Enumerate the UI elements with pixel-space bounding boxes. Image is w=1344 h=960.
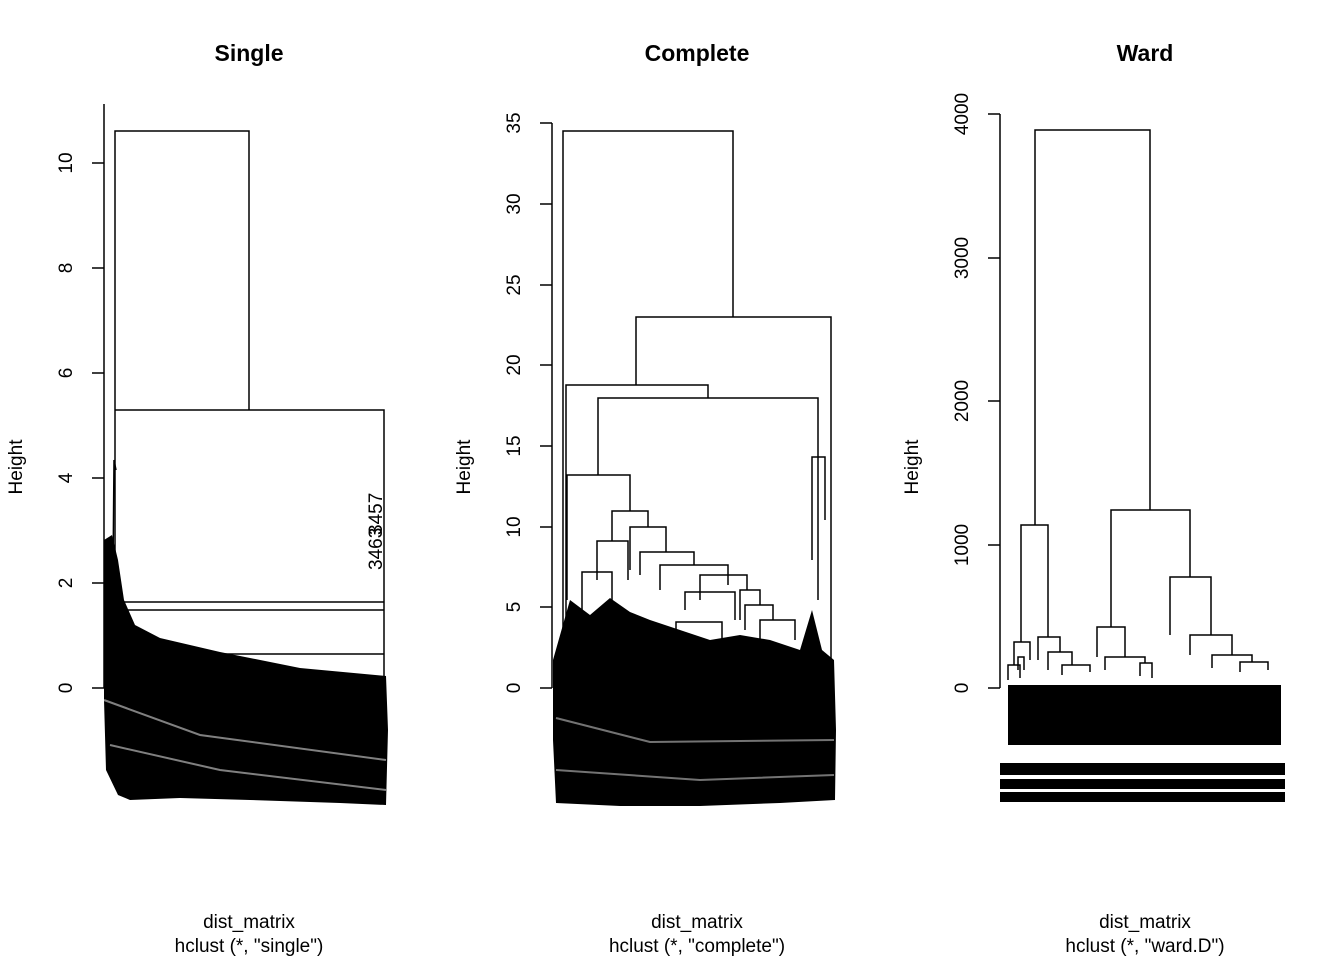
- panel-ward-ylabel: Height: [902, 439, 923, 495]
- complete-merge-12: [699, 574, 748, 600]
- ward-tick-label-3000: 3000: [952, 237, 973, 279]
- complete-merge-15: [744, 604, 774, 630]
- ward-merge-7: [1013, 641, 1031, 665]
- panel-complete-leaf-mass: [553, 598, 836, 806]
- ward-tick-label-4000: 4000: [952, 93, 973, 135]
- ward-leaf-label-row-1: [1000, 763, 1285, 775]
- complete-merge-18: [759, 619, 796, 650]
- single-tick-label-8: 8: [56, 263, 77, 274]
- panel-ward-xlabel: dist_matrix: [1099, 912, 1191, 933]
- ward-leaf-label-row-3: [1000, 792, 1285, 802]
- single-merge-2: [115, 409, 385, 688]
- panel-single-merges: [111, 130, 385, 689]
- complete-tick-label-35: 35: [504, 112, 525, 133]
- complete-root-merge: [562, 130, 734, 688]
- ward-merge-5: [1096, 626, 1126, 657]
- panel-ward-leaf-mass: [1000, 685, 1285, 802]
- single-leaf-label-3457: 3457: [366, 493, 387, 535]
- complete-tick-label-20: 20: [504, 354, 525, 375]
- panel-single-subtitle: hclust (*, "single"): [175, 936, 324, 957]
- ward-merge-8: [1037, 636, 1061, 660]
- complete-merge-3: [565, 384, 709, 688]
- panel-complete-y-ticks: 0 5 10 15 20 25 30 35: [504, 112, 552, 693]
- complete-merge-6: [566, 474, 631, 600]
- single-tick-label-2: 2: [56, 578, 77, 589]
- panel-ward-title: Ward: [1117, 40, 1174, 66]
- ward-leaf-block: [1008, 685, 1281, 745]
- single-tick-label-6: 6: [56, 368, 77, 379]
- ward-merge-4: [1169, 576, 1212, 635]
- complete-tick-label-15: 15: [504, 435, 525, 456]
- ward-merge-12: [1239, 661, 1269, 672]
- ward-merge-13: [1061, 664, 1091, 675]
- ward-merge-15: [1007, 664, 1021, 680]
- complete-leaf-blob: [553, 598, 836, 806]
- single-leaf-texture-1: [103, 699, 387, 761]
- panel-complete-merges: [562, 130, 832, 688]
- complete-tick-label-25: 25: [504, 274, 525, 295]
- single-tick-label-10: 10: [56, 152, 77, 173]
- complete-merge-10: [639, 551, 695, 575]
- ward-merge-11: [1211, 654, 1253, 668]
- single-tick-label-0: 0: [56, 683, 77, 694]
- complete-leaf-texture-2: [555, 769, 835, 782]
- panel-single-leaf-mass: [103, 535, 388, 805]
- panel-complete: Complete Height dist_matrix hclust (*, "…: [454, 40, 836, 957]
- ward-root-merge: [1034, 129, 1151, 525]
- panel-complete-subtitle: hclust (*, "complete"): [609, 936, 785, 957]
- complete-tick-label-30: 30: [504, 193, 525, 214]
- ward-merge-6: [1189, 634, 1233, 655]
- single-tick-label-4: 4: [56, 472, 77, 483]
- complete-merge-16: [581, 571, 613, 620]
- ward-merge-right: [1110, 509, 1191, 627]
- complete-leaf-texture-1: [555, 717, 835, 744]
- ward-tick-label-0: 0: [952, 683, 973, 694]
- complete-merge-7: [611, 510, 649, 541]
- panel-ward: Ward Height dist_matrix hclust (*, "ward…: [902, 40, 1285, 957]
- ward-merge-10: [1104, 656, 1146, 670]
- complete-merge-8: [629, 526, 667, 570]
- complete-merge-11: [659, 564, 729, 590]
- panel-complete-ylabel: Height: [454, 439, 475, 495]
- panel-single-ylabel: Height: [6, 439, 27, 495]
- panel-ward-y-ticks: 0 1000 2000 3000 4000: [952, 93, 1000, 693]
- single-leaf-texture-2: [109, 744, 387, 791]
- ward-merge-left: [1020, 524, 1049, 642]
- panel-single-title: Single: [214, 40, 283, 66]
- ward-tick-label-1000: 1000: [952, 524, 973, 566]
- complete-tick-label-5: 5: [504, 602, 525, 613]
- panel-ward-subtitle: hclust (*, "ward.D"): [1065, 936, 1224, 957]
- single-leaf-blob: [104, 535, 388, 805]
- complete-merge-14: [739, 589, 761, 620]
- complete-merge-9: [596, 540, 629, 580]
- ward-leaf-label-row-2: [1000, 779, 1285, 789]
- panel-complete-xlabel: dist_matrix: [651, 912, 743, 933]
- panel-single-y-ticks: 0 2 4 6 8 10: [56, 152, 104, 693]
- panel-ward-merges: [1007, 129, 1269, 680]
- complete-merge-13: [684, 591, 736, 620]
- ward-merge-9: [1047, 651, 1073, 670]
- complete-tick-label-10: 10: [504, 516, 525, 537]
- panel-single: Single Height dist_matrix hclust (*, "si…: [6, 40, 388, 957]
- complete-merge-2: [635, 316, 832, 688]
- panel-complete-title: Complete: [645, 40, 750, 66]
- complete-merge-5: [811, 456, 826, 560]
- single-leaf-label-3463: 3463: [366, 528, 387, 570]
- complete-merge-4: [597, 397, 819, 600]
- ward-merge-16: [1017, 656, 1025, 670]
- ward-tick-label-2000: 2000: [952, 380, 973, 422]
- complete-tick-label-0: 0: [504, 683, 525, 694]
- panel-single-xlabel: dist_matrix: [203, 912, 295, 933]
- ward-merge-14: [1139, 662, 1153, 678]
